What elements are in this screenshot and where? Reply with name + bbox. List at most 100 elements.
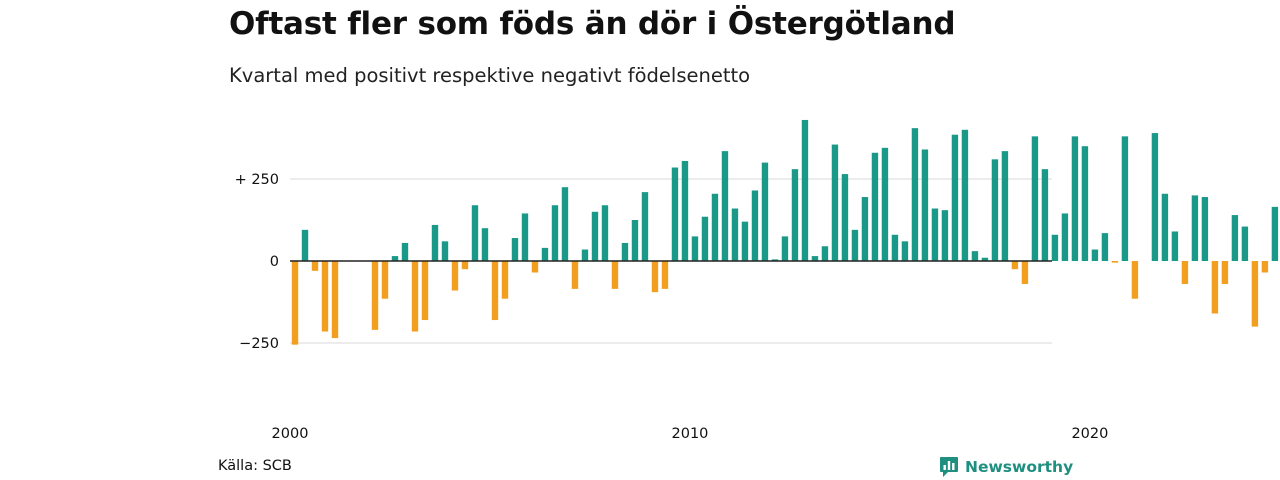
bar [1161, 193, 1169, 261]
bar-chart-icon [940, 457, 958, 477]
bar [741, 221, 749, 261]
bar [371, 261, 379, 330]
bar [1131, 261, 1139, 299]
bar [891, 234, 899, 261]
bar [391, 256, 399, 261]
bar [791, 169, 799, 261]
bar [291, 261, 299, 345]
y-tick-label: 0 [270, 254, 279, 270]
bar [581, 249, 589, 261]
bar [1051, 234, 1059, 261]
bar [771, 259, 779, 261]
bar [311, 261, 319, 271]
bar [331, 261, 339, 339]
bar [941, 210, 949, 261]
bar [441, 241, 449, 261]
bar [661, 261, 669, 289]
bar [981, 257, 989, 261]
bar [571, 261, 579, 289]
chart-title: Oftast fler som föds än dör i Östergötla… [229, 6, 956, 42]
bar [861, 197, 869, 261]
bar [801, 119, 809, 262]
bar [841, 174, 849, 261]
y-tick-label: + 250 [235, 172, 279, 188]
bar [881, 147, 889, 261]
bar [1091, 249, 1099, 261]
bar [951, 134, 959, 261]
bar [761, 162, 769, 261]
bar [711, 193, 719, 261]
bars [291, 119, 1279, 345]
tick-labels: + 250 0 −250 2000 2010 2020 [235, 172, 1109, 442]
bar [481, 228, 489, 261]
bar [921, 149, 929, 261]
bar [521, 213, 529, 261]
bar [431, 224, 439, 261]
bar [1081, 146, 1089, 261]
bar [471, 205, 479, 261]
x-tick-label: 2010 [672, 426, 709, 442]
bar [611, 261, 619, 289]
bar [691, 236, 699, 261]
bar [641, 192, 649, 261]
bar [1101, 233, 1109, 261]
bar [1241, 226, 1249, 261]
bar [901, 241, 909, 261]
bar [601, 205, 609, 261]
bar [751, 190, 759, 261]
bar [411, 261, 419, 332]
bar [1151, 133, 1159, 261]
bar [1221, 261, 1229, 284]
bar [1111, 261, 1119, 263]
bar [511, 238, 519, 261]
bar [591, 211, 599, 261]
bar [1251, 261, 1259, 327]
brand-name: Newsworthy [965, 458, 1074, 476]
bar [721, 151, 729, 261]
bar [831, 144, 839, 261]
bar [931, 208, 939, 261]
bar [401, 242, 409, 261]
bar [1041, 169, 1049, 261]
y-tick-label: −250 [239, 336, 279, 352]
bar [1021, 261, 1029, 284]
bar [971, 251, 979, 261]
bar [301, 229, 309, 261]
bar [851, 229, 859, 261]
bar [681, 160, 689, 261]
bar [551, 205, 559, 261]
bar [501, 261, 509, 299]
bar [541, 247, 549, 261]
bar [1071, 136, 1079, 261]
bar [1171, 231, 1179, 261]
bar [491, 261, 499, 321]
x-tick-label: 2000 [272, 426, 309, 442]
bar [671, 167, 679, 261]
bar [911, 128, 919, 261]
bar [991, 159, 999, 261]
bar [1201, 197, 1209, 261]
bar [1121, 136, 1129, 261]
bar [531, 261, 539, 273]
newsworthy-logo[interactable]: Newsworthy [939, 456, 1073, 478]
x-tick-label: 2020 [1071, 426, 1108, 442]
bar [731, 208, 739, 261]
bar [451, 261, 459, 291]
bar [1191, 195, 1199, 261]
bar [651, 261, 659, 293]
bar [1031, 136, 1039, 261]
bar [871, 152, 879, 261]
bar [621, 242, 629, 261]
bar [701, 216, 709, 261]
bar [961, 129, 969, 261]
bar [461, 261, 469, 270]
bar [561, 187, 569, 261]
source-note: Källa: SCB [218, 458, 292, 474]
chart-subtitle: Kvartal med positivt respektive negativt… [229, 64, 751, 87]
bar [1001, 151, 1009, 261]
bar [381, 261, 389, 299]
bar [1271, 206, 1279, 261]
bar [1261, 261, 1269, 273]
bar [821, 246, 829, 261]
